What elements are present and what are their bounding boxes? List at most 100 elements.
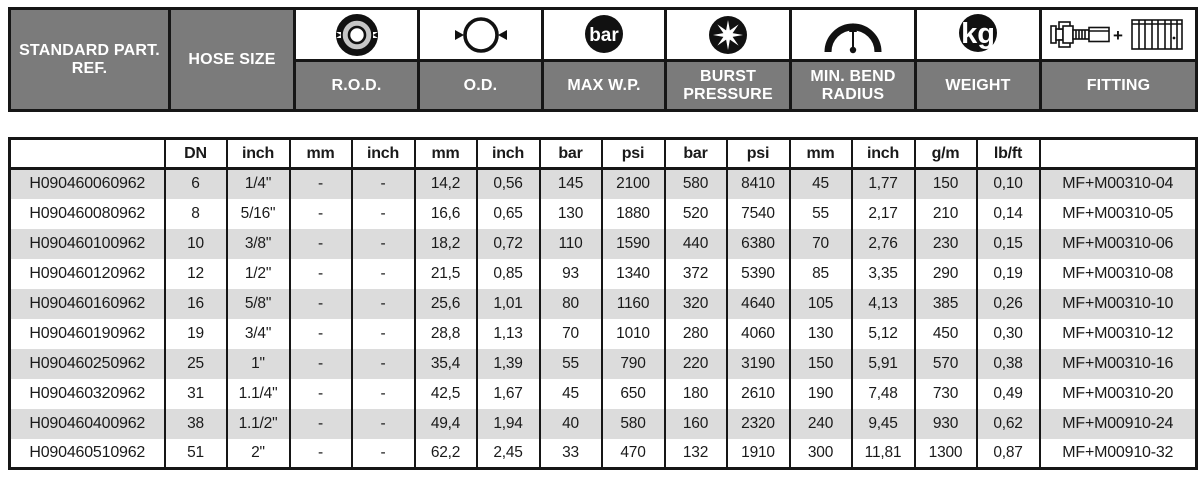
table-cell: - <box>288 198 353 229</box>
table-cell: 1,13 <box>475 318 541 349</box>
table-cell: 45 <box>538 378 603 409</box>
table-cell: 62,2 <box>413 438 478 469</box>
burst-icon-cell <box>664 7 792 62</box>
table-cell: 130 <box>788 318 853 349</box>
table-row: H090460160962 16 5/8" - -25,6 1,01 80 1160 320 46… <box>8 288 1198 319</box>
table-cell: 25,6 <box>413 288 478 319</box>
fitting-plus-ferrule-icon: + <box>1042 12 1195 58</box>
table-cell: - <box>288 438 353 469</box>
table-row: H090460120962 12 1/2" - -21,5 0,85 93 1340 372 53… <box>8 258 1198 289</box>
table-cell: 790 <box>600 348 666 379</box>
unit-header-cell: mm <box>413 138 478 170</box>
table-cell: 2610 <box>725 378 791 409</box>
table-cell: 3,35 <box>850 258 916 289</box>
table-cell: 49,4 <box>413 408 478 439</box>
table-cell: - <box>288 258 353 289</box>
table-cell: 5390 <box>725 258 791 289</box>
table-cell: 80 <box>538 288 603 319</box>
table-cell: 1/4" <box>225 168 291 199</box>
maxwp-icon-cell: bar <box>541 7 667 62</box>
table-cell: 1300 <box>913 438 978 469</box>
table-row: H090460250962 25 1" - -35,4 1,39 55 790 220 3190 1… <box>8 348 1198 379</box>
table-cell: 1/2" <box>225 258 291 289</box>
table-cell: 220 <box>663 348 728 379</box>
table-cell: 31 <box>163 378 228 409</box>
table-cell: 16,6 <box>413 198 478 229</box>
column-header-rod: R.O.D. <box>293 59 420 112</box>
table-cell: H090460320962 <box>8 378 166 409</box>
column-header-hose-size: HOSE SIZE <box>168 7 296 112</box>
spec-table: DN inch mm inch mm inch bar psi bar psi mm inch g/m l… <box>8 137 1198 470</box>
table-cell: 7540 <box>725 198 791 229</box>
table-cell: - <box>350 408 416 439</box>
table-cell: 210 <box>913 198 978 229</box>
rod-cross-section-icon <box>296 12 417 58</box>
table-cell: 0,14 <box>975 198 1041 229</box>
table-cell: 3190 <box>725 348 791 379</box>
table-cell: 1.1/2" <box>225 408 291 439</box>
table-cell: - <box>288 168 353 199</box>
table-cell: - <box>350 228 416 259</box>
column-header-max-wp: MAX W.P. <box>541 59 667 112</box>
table-cell: MF+M00310-05 <box>1038 198 1198 229</box>
table-cell: 160 <box>663 408 728 439</box>
outer-diameter-icon <box>420 12 541 58</box>
table-cell: MF+M00910-32 <box>1038 438 1198 469</box>
table-cell: 385 <box>913 288 978 319</box>
table-cell: 1880 <box>600 198 666 229</box>
unit-header-cell <box>8 138 166 170</box>
table-cell: 4640 <box>725 288 791 319</box>
table-cell: - <box>350 318 416 349</box>
table-cell: 0,38 <box>975 348 1041 379</box>
table-cell: 440 <box>663 228 728 259</box>
table-cell: 105 <box>788 288 853 319</box>
table-cell: 5,91 <box>850 348 916 379</box>
table-cell: 8 <box>163 198 228 229</box>
unit-header-cell: DN <box>163 138 228 170</box>
table-cell: - <box>350 438 416 469</box>
table-cell: 0,85 <box>475 258 541 289</box>
table-cell: - <box>350 378 416 409</box>
table-cell: H090460510962 <box>8 438 166 469</box>
weight-icon-cell: kg <box>914 7 1042 62</box>
table-cell: 0,19 <box>975 258 1041 289</box>
table-row: H090460320962 31 1.1/4" - -42,5 1,67 45 650 180 2… <box>8 378 1198 409</box>
table-cell: MF+M00310-04 <box>1038 168 1198 199</box>
table-cell: 132 <box>663 438 728 469</box>
table-cell: 55 <box>538 348 603 379</box>
table-cell: 16 <box>163 288 228 319</box>
table-cell: 145 <box>538 168 603 199</box>
table-cell: 6 <box>163 168 228 199</box>
table-cell: 70 <box>538 318 603 349</box>
table-cell: 1" <box>225 348 291 379</box>
table-cell: 18,2 <box>413 228 478 259</box>
table-cell: 130 <box>538 198 603 229</box>
table-cell: 240 <box>788 408 853 439</box>
table-cell: 33 <box>538 438 603 469</box>
table-cell: 230 <box>913 228 978 259</box>
table-cell: 8410 <box>725 168 791 199</box>
table-cell: - <box>350 198 416 229</box>
table-cell: 0,65 <box>475 198 541 229</box>
table-cell: H090460250962 <box>8 348 166 379</box>
table-cell: H090460120962 <box>8 258 166 289</box>
table-cell: 28,8 <box>413 318 478 349</box>
table-cell: - <box>288 228 353 259</box>
table-cell: - <box>350 348 416 379</box>
table-cell: 4060 <box>725 318 791 349</box>
column-header-burst-pressure: BURST PRESSURE <box>664 59 792 112</box>
table-cell: 470 <box>600 438 666 469</box>
table-cell: 1590 <box>600 228 666 259</box>
table-row: H090460100962 10 3/8" - -18,2 0,72 110 1590 440 6… <box>8 228 1198 259</box>
table-cell: - <box>350 258 416 289</box>
unit-header-cell: inch <box>850 138 916 170</box>
table-cell: MF+M00910-24 <box>1038 408 1198 439</box>
table-cell: 1,77 <box>850 168 916 199</box>
table-cell: 7,48 <box>850 378 916 409</box>
unit-header-cell: inch <box>350 138 416 170</box>
table-cell: 21,5 <box>413 258 478 289</box>
table-row: H090460060962 6 1/4" - -14,2 0,56 145 2100 580 84… <box>8 168 1198 199</box>
header-banner: STANDARD PART. REF. HOSE SIZE <box>8 7 1198 112</box>
table-cell: 2320 <box>725 408 791 439</box>
table-cell: 70 <box>788 228 853 259</box>
